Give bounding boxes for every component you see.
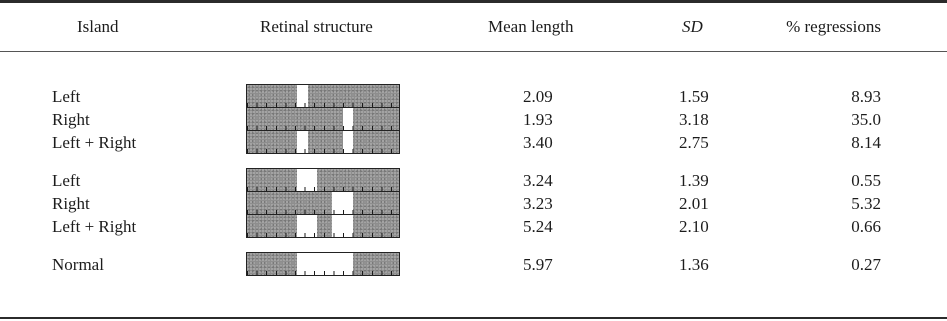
visual-window <box>342 108 354 130</box>
cell-regressions: 0.27 <box>851 255 881 274</box>
retinal-structure-strip <box>246 214 400 238</box>
cell-sd: 2.10 <box>679 217 709 236</box>
cell-regressions: 0.66 <box>851 217 881 236</box>
cell-regressions: 8.14 <box>851 133 881 152</box>
cell-sd: 1.39 <box>679 171 709 190</box>
header-rule <box>0 51 947 52</box>
visual-window <box>297 215 317 237</box>
header-sd: SD <box>682 17 703 36</box>
retinal-structure-strip <box>246 252 400 276</box>
row-label-island: Right <box>52 194 90 213</box>
character-ticks <box>247 271 399 275</box>
visual-window <box>342 131 354 153</box>
cell-sd: 1.36 <box>679 255 709 274</box>
cell-regressions: 5.32 <box>851 194 881 213</box>
row-label-island: Left + Right <box>52 217 137 236</box>
retinal-structure-strip <box>246 130 400 154</box>
cell-mean-length: 5.24 <box>523 217 553 236</box>
visual-window <box>297 253 354 275</box>
header-regressions: % regressions <box>786 17 881 36</box>
header-retinal-structure: Retinal structure <box>260 17 373 36</box>
cell-mean-length: 2.09 <box>523 87 553 106</box>
cell-regressions: 8.93 <box>851 87 881 106</box>
cell-mean-length: 3.23 <box>523 194 553 213</box>
cell-sd: 2.75 <box>679 133 709 152</box>
row-label-island: Normal <box>52 255 104 274</box>
retinal-structure-strip <box>246 168 400 192</box>
cell-sd: 2.01 <box>679 194 709 213</box>
cell-sd: 3.18 <box>679 110 709 129</box>
cell-mean-length: 5.97 <box>523 255 553 274</box>
header-island: Island <box>77 17 119 36</box>
visual-window <box>297 85 308 107</box>
visual-window <box>332 192 354 214</box>
retinal-structure-strip <box>246 191 400 215</box>
cell-mean-length: 3.40 <box>523 133 553 152</box>
character-ticks <box>247 210 399 214</box>
row-label-island: Left + Right <box>52 133 137 152</box>
table-top-rule <box>0 0 947 3</box>
character-ticks <box>247 233 399 237</box>
visual-window <box>297 169 317 191</box>
retinal-structure-strip <box>246 107 400 131</box>
character-ticks <box>247 103 399 107</box>
visual-window <box>332 215 354 237</box>
character-ticks <box>247 149 399 153</box>
row-label-island: Left <box>52 87 81 106</box>
visual-window <box>297 131 308 153</box>
character-ticks <box>247 126 399 130</box>
table-bottom-rule <box>0 317 947 319</box>
cell-mean-length: 3.24 <box>523 171 553 190</box>
cell-regressions: 35.0 <box>851 110 881 129</box>
character-ticks <box>247 187 399 191</box>
cell-regressions: 0.55 <box>851 171 881 190</box>
cell-mean-length: 1.93 <box>523 110 553 129</box>
header-mean-length: Mean length <box>488 17 574 36</box>
cell-sd: 1.59 <box>679 87 709 106</box>
row-label-island: Right <box>52 110 90 129</box>
row-label-island: Left <box>52 171 81 190</box>
retinal-structure-strip <box>246 84 400 108</box>
